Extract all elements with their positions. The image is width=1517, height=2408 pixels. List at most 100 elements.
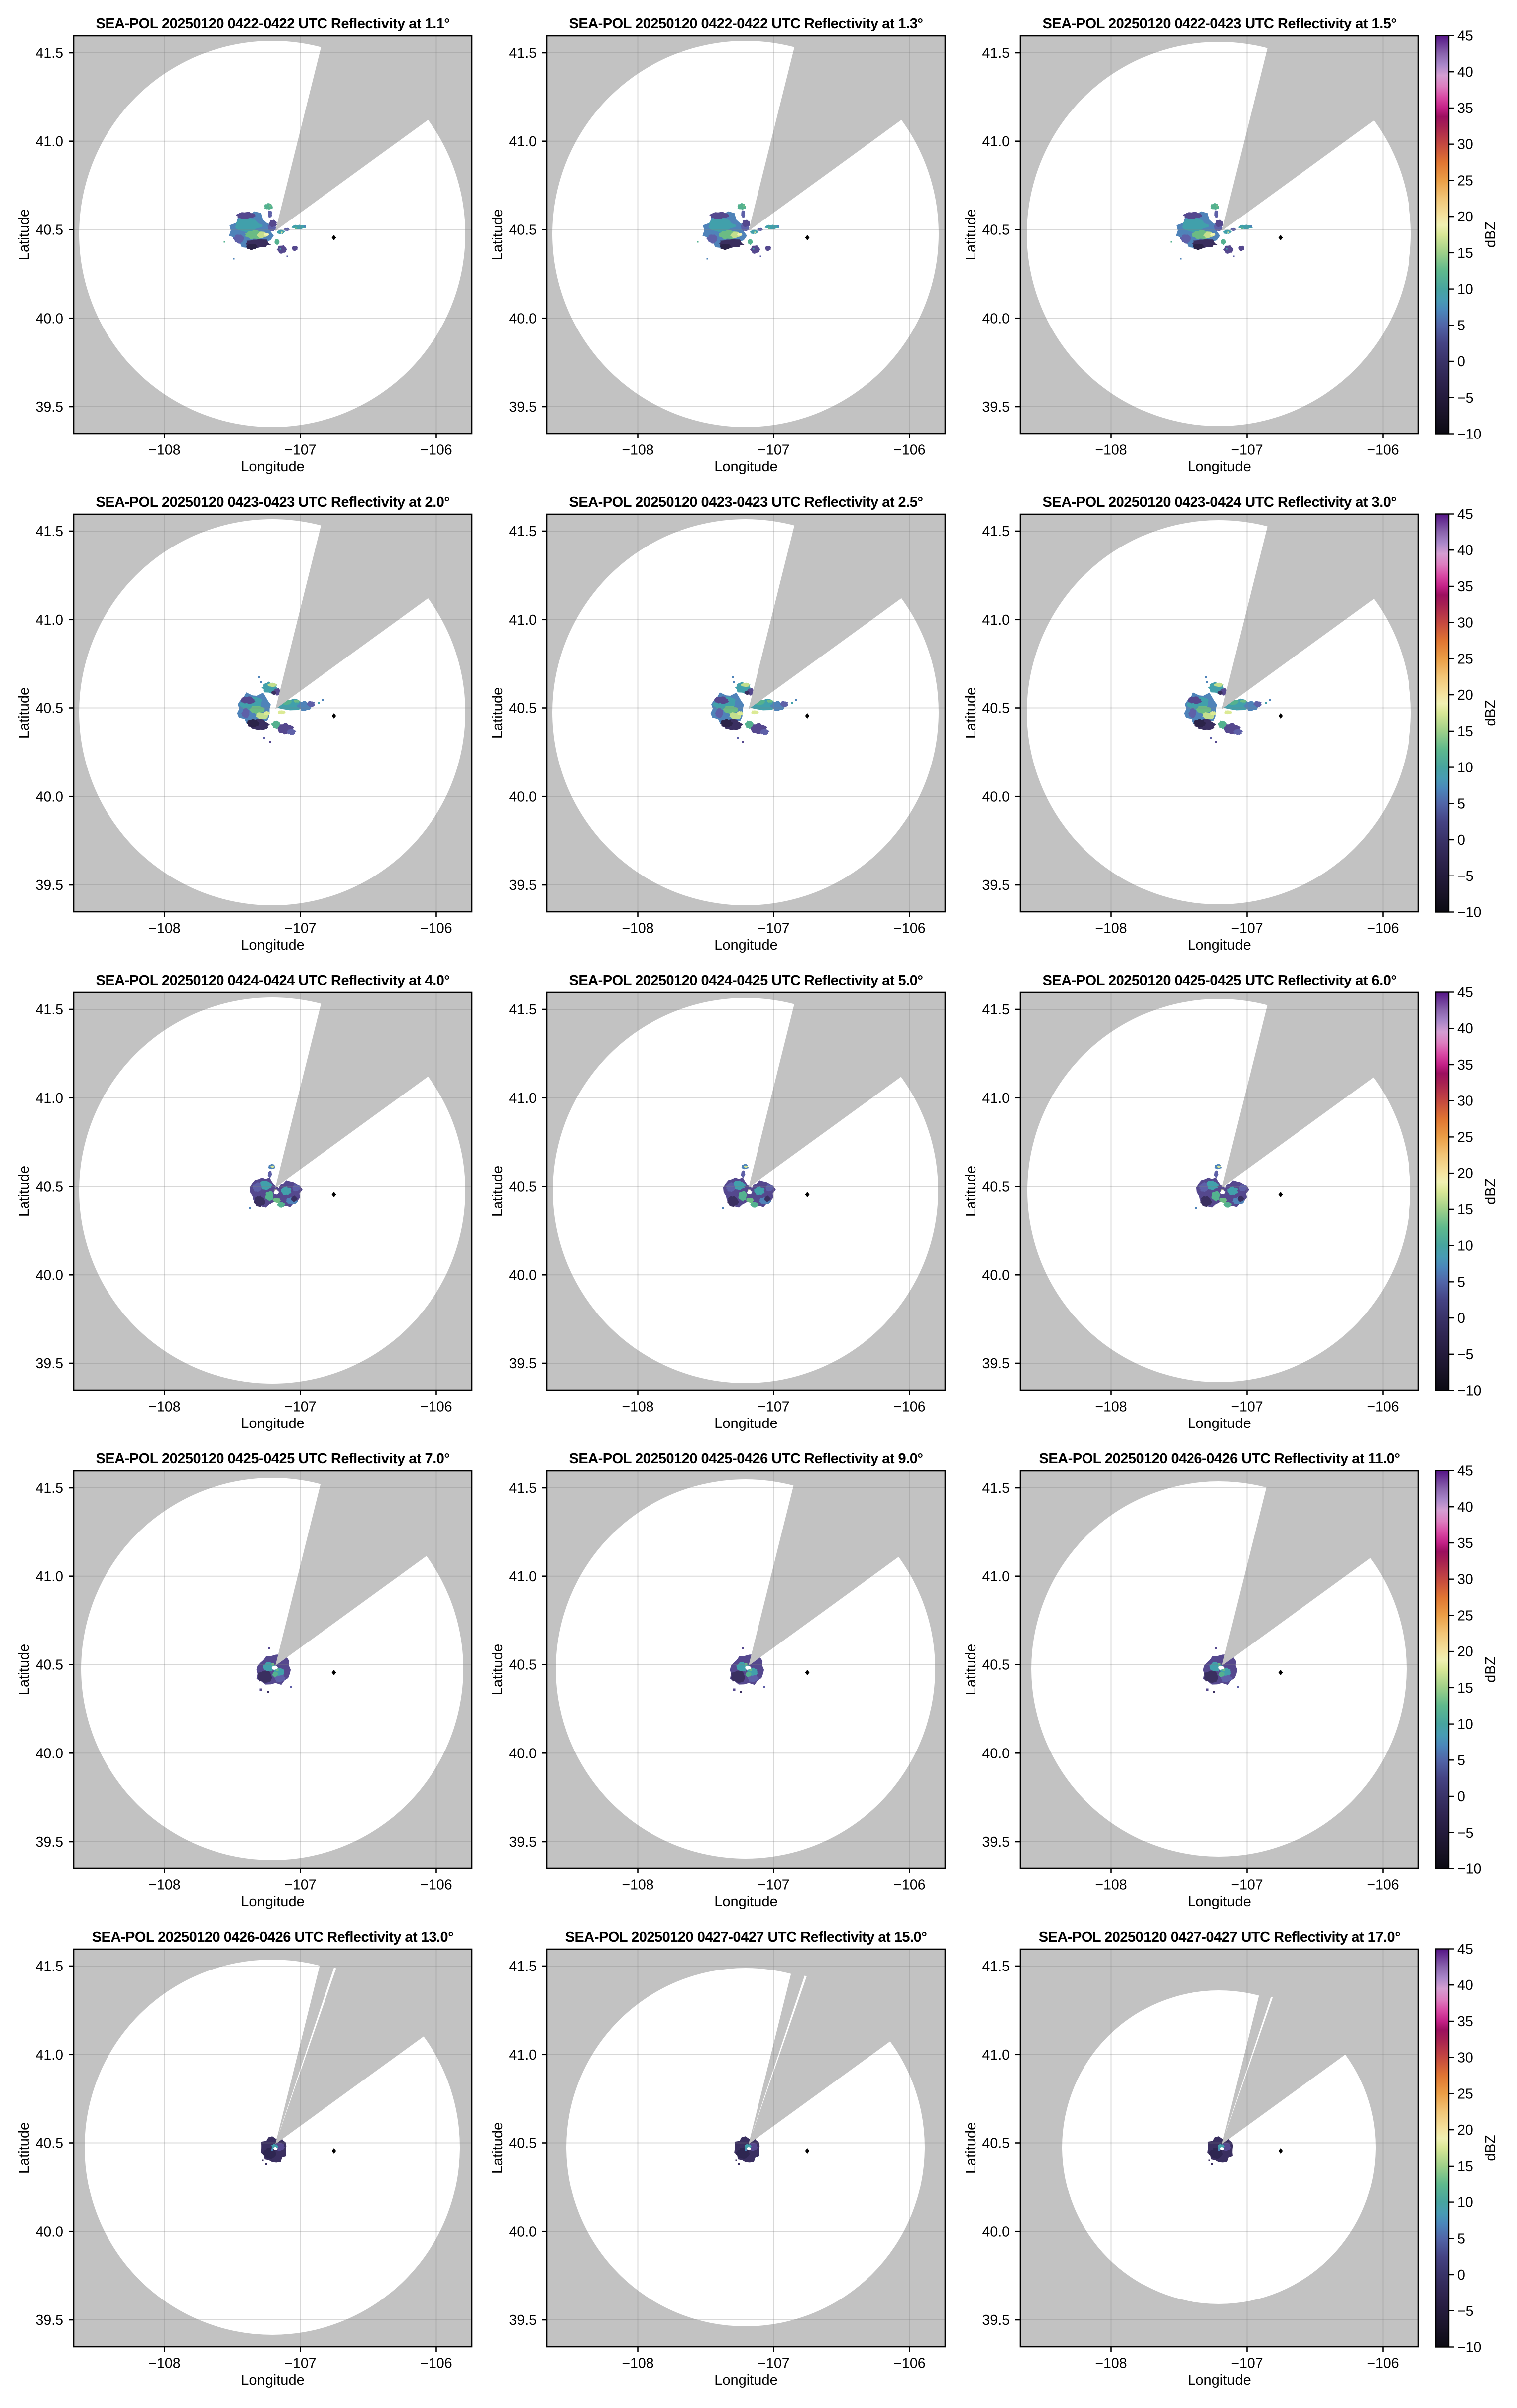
svg-text:SEA-POL 20250120 0426-0426 UTC: SEA-POL 20250120 0426-0426 UTC Reflectiv… [1039, 1451, 1400, 1467]
svg-text:Longitude: Longitude [241, 459, 304, 475]
svg-text:40.5: 40.5 [36, 222, 63, 238]
svg-text:Latitude: Latitude [490, 1644, 506, 1695]
svg-text:41.5: 41.5 [509, 1002, 537, 1018]
svg-text:Latitude: Latitude [963, 1166, 979, 1217]
svg-text:Longitude: Longitude [241, 1894, 304, 1910]
svg-text:41.5: 41.5 [36, 1480, 63, 1496]
svg-text:5: 5 [1457, 1274, 1465, 1290]
svg-text:−108: −108 [622, 1399, 653, 1415]
svg-text:40: 40 [1457, 543, 1473, 558]
svg-text:−107: −107 [284, 2356, 316, 2372]
svg-text:41.5: 41.5 [982, 1480, 1010, 1496]
svg-text:Latitude: Latitude [963, 1644, 979, 1695]
svg-text:40.0: 40.0 [982, 1267, 1010, 1283]
svg-text:SEA-POL 20250120 0423-0424 UTC: SEA-POL 20250120 0423-0424 UTC Reflectiv… [1043, 494, 1397, 510]
svg-text:35: 35 [1457, 2014, 1473, 2030]
svg-text:39.5: 39.5 [982, 399, 1010, 415]
svg-text:Latitude: Latitude [490, 2122, 506, 2174]
svg-text:SEA-POL 20250120 0424-0424 UTC: SEA-POL 20250120 0424-0424 UTC Reflectiv… [96, 973, 450, 988]
svg-text:40.5: 40.5 [982, 222, 1010, 238]
svg-text:Longitude: Longitude [241, 2372, 304, 2388]
svg-text:39.5: 39.5 [982, 877, 1010, 893]
svg-text:25: 25 [1457, 1129, 1473, 1145]
svg-text:41.0: 41.0 [982, 1091, 1010, 1106]
svg-text:−106: −106 [1367, 921, 1399, 937]
svg-text:40: 40 [1457, 1499, 1473, 1515]
svg-text:−108: −108 [1095, 1877, 1127, 1893]
svg-text:39.5: 39.5 [509, 877, 537, 893]
svg-text:15: 15 [1457, 2159, 1473, 2175]
svg-text:15: 15 [1457, 724, 1473, 740]
svg-text:−108: −108 [622, 1877, 653, 1893]
svg-text:−107: −107 [1231, 921, 1263, 937]
svg-text:Latitude: Latitude [963, 2122, 979, 2174]
svg-text:Latitude: Latitude [16, 1644, 32, 1695]
svg-text:40.5: 40.5 [982, 1657, 1010, 1673]
svg-text:41.5: 41.5 [982, 1959, 1010, 1974]
svg-text:40.0: 40.0 [509, 1746, 537, 1761]
svg-text:−107: −107 [1231, 2356, 1263, 2372]
svg-text:0: 0 [1457, 1789, 1465, 1805]
svg-text:40.0: 40.0 [982, 2224, 1010, 2240]
svg-text:Longitude: Longitude [1188, 1894, 1251, 1910]
svg-text:−107: −107 [284, 442, 316, 458]
svg-text:41.5: 41.5 [982, 45, 1010, 61]
svg-text:25: 25 [1457, 1608, 1473, 1624]
svg-text:−10: −10 [1457, 905, 1481, 921]
svg-text:−108: −108 [148, 1399, 180, 1415]
svg-text:20: 20 [1457, 209, 1473, 225]
svg-text:41.0: 41.0 [509, 1091, 537, 1106]
svg-text:40.5: 40.5 [982, 1179, 1010, 1195]
svg-text:dBZ: dBZ [1483, 221, 1499, 247]
svg-text:−108: −108 [148, 1877, 180, 1893]
svg-text:−108: −108 [622, 921, 653, 937]
svg-text:−106: −106 [1367, 2356, 1399, 2372]
svg-text:−107: −107 [284, 1877, 316, 1893]
svg-text:−108: −108 [622, 442, 653, 458]
svg-text:−107: −107 [1231, 442, 1263, 458]
svg-text:39.5: 39.5 [509, 1356, 537, 1372]
svg-text:35: 35 [1457, 1057, 1473, 1073]
svg-text:Longitude: Longitude [714, 1416, 777, 1431]
svg-text:−108: −108 [148, 921, 180, 937]
svg-text:40.5: 40.5 [509, 1179, 537, 1195]
svg-text:40.0: 40.0 [982, 789, 1010, 805]
svg-text:41.0: 41.0 [36, 1569, 63, 1585]
svg-text:Longitude: Longitude [714, 1894, 777, 1910]
svg-text:0: 0 [1457, 832, 1465, 848]
svg-text:Latitude: Latitude [490, 687, 506, 739]
svg-text:10: 10 [1457, 1238, 1473, 1254]
svg-text:40.5: 40.5 [509, 701, 537, 717]
svg-text:−107: −107 [758, 2356, 789, 2372]
svg-text:39.5: 39.5 [509, 2312, 537, 2328]
svg-text:−107: −107 [758, 921, 789, 937]
svg-text:SEA-POL 20250120 0424-0425 UTC: SEA-POL 20250120 0424-0425 UTC Reflectiv… [569, 973, 923, 988]
svg-text:41.0: 41.0 [982, 612, 1010, 628]
svg-text:Longitude: Longitude [241, 1416, 304, 1431]
svg-text:5: 5 [1457, 318, 1465, 333]
svg-text:10: 10 [1457, 282, 1473, 298]
svg-text:40.0: 40.0 [509, 1267, 537, 1283]
svg-text:−106: −106 [1367, 1877, 1399, 1893]
svg-text:40.0: 40.0 [982, 1746, 1010, 1761]
svg-text:40.5: 40.5 [509, 2136, 537, 2152]
svg-text:5: 5 [1457, 2231, 1465, 2247]
svg-text:dBZ: dBZ [1483, 1656, 1499, 1682]
svg-text:−5: −5 [1457, 390, 1474, 406]
svg-text:Latitude: Latitude [490, 209, 506, 260]
svg-text:−106: −106 [893, 921, 925, 937]
svg-text:41.0: 41.0 [982, 1569, 1010, 1585]
svg-text:−107: −107 [284, 1399, 316, 1415]
svg-text:45: 45 [1457, 507, 1473, 523]
svg-text:SEA-POL 20250120 0422-0423 UTC: SEA-POL 20250120 0422-0423 UTC Reflectiv… [1043, 16, 1397, 32]
svg-text:40.0: 40.0 [982, 311, 1010, 327]
svg-text:41.0: 41.0 [36, 2047, 63, 2063]
svg-text:SEA-POL 20250120 0425-0425 UTC: SEA-POL 20250120 0425-0425 UTC Reflectiv… [96, 1451, 450, 1467]
svg-text:35: 35 [1457, 1535, 1473, 1551]
svg-text:39.5: 39.5 [509, 1834, 537, 1850]
svg-text:40.0: 40.0 [36, 789, 63, 805]
svg-text:30: 30 [1457, 615, 1473, 631]
svg-text:Longitude: Longitude [241, 937, 304, 953]
svg-text:20: 20 [1457, 1166, 1473, 1182]
svg-text:−106: −106 [420, 1877, 452, 1893]
